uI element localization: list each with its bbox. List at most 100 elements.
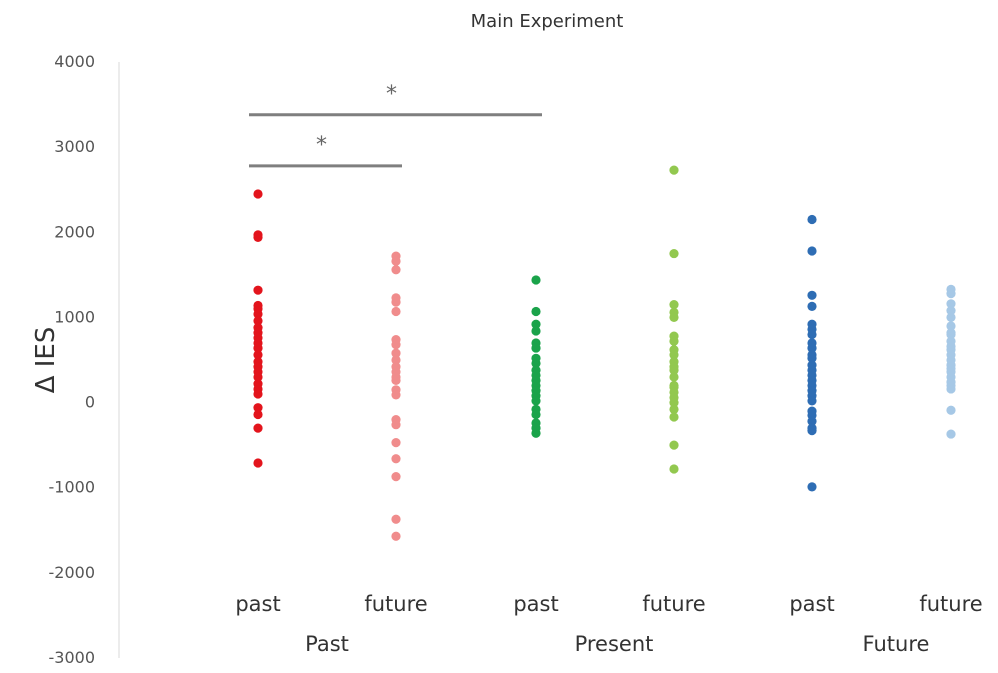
data-point [253, 350, 263, 360]
data-point [807, 246, 817, 256]
data-point [669, 372, 679, 382]
series-0 [253, 189, 263, 468]
data-point [946, 384, 956, 394]
data-point [253, 343, 263, 353]
data-point [669, 350, 679, 360]
data-point [253, 423, 263, 433]
data-point [669, 404, 679, 414]
data-point [669, 336, 679, 346]
data-points [253, 165, 956, 541]
data-point [531, 343, 541, 353]
category-label: future [642, 592, 705, 616]
data-point [946, 329, 956, 340]
series-5 [946, 284, 956, 439]
significance-star: * [316, 133, 327, 158]
data-point [807, 329, 817, 340]
data-point [253, 316, 263, 326]
data-point [807, 301, 817, 311]
data-point [531, 396, 541, 406]
data-point [531, 319, 541, 329]
data-point [391, 531, 401, 541]
data-point [807, 396, 817, 406]
data-point [391, 340, 401, 350]
data-point [669, 165, 679, 175]
data-point [253, 389, 263, 399]
data-point [253, 458, 263, 468]
y-tick-label: 2000 [54, 222, 95, 241]
data-point [391, 437, 401, 448]
data-point [946, 321, 956, 331]
y-tick-label: 0 [85, 393, 95, 412]
y-tick-label: 4000 [54, 52, 95, 71]
data-point [391, 355, 401, 365]
data-point [391, 256, 401, 266]
y-tick-label: -1000 [49, 478, 96, 497]
y-tick-label: -3000 [49, 648, 96, 667]
data-point [807, 290, 817, 300]
data-point [669, 365, 679, 375]
significance-annotations: ** [249, 82, 542, 168]
category-label: future [364, 592, 427, 616]
data-point [807, 426, 817, 436]
data-point [669, 464, 679, 474]
category-labels: past future past future past future [235, 592, 982, 616]
data-point [531, 409, 541, 420]
data-point [807, 214, 817, 225]
data-point [531, 326, 541, 336]
category-label: past [513, 592, 558, 616]
series-1 [391, 251, 401, 541]
data-point [531, 358, 541, 369]
data-point [391, 297, 401, 307]
data-point [391, 348, 401, 358]
data-point [391, 375, 401, 386]
data-point [946, 306, 956, 316]
group-labels: Past Present Future [305, 632, 929, 656]
y-tick-label: 3000 [54, 137, 95, 156]
data-point [253, 309, 263, 319]
y-tick-labels: 4000 3000 2000 1000 0 -1000 -2000 -3000 [49, 52, 96, 667]
data-point [669, 397, 679, 408]
data-point [946, 312, 956, 323]
group-label: Past [305, 632, 349, 656]
category-label: past [235, 592, 280, 616]
data-point [391, 420, 401, 430]
series-2 [531, 275, 541, 438]
data-point [253, 232, 263, 242]
data-point [391, 454, 401, 464]
group-label: Present [575, 632, 654, 656]
data-point [669, 248, 679, 259]
data-point [946, 429, 956, 439]
data-point [253, 409, 263, 420]
data-point [669, 300, 679, 310]
data-point [253, 285, 263, 295]
data-point [946, 288, 956, 299]
data-point [807, 482, 817, 492]
data-point [946, 299, 956, 309]
data-point [669, 440, 679, 450]
data-point [391, 265, 401, 275]
data-point [253, 403, 263, 413]
data-point [807, 416, 817, 426]
data-point [391, 390, 401, 400]
significance-star: * [386, 82, 397, 107]
data-point [669, 312, 679, 323]
data-point [807, 353, 817, 363]
chart-title: Main Experiment [471, 11, 624, 32]
y-tick-label: -2000 [49, 563, 96, 582]
data-point [669, 412, 679, 422]
data-point [391, 472, 401, 482]
category-label: past [789, 592, 834, 616]
group-label: Future [863, 632, 930, 656]
data-point [807, 343, 817, 353]
series-4 [807, 214, 817, 492]
data-point [253, 372, 263, 382]
data-point [531, 306, 541, 317]
data-point [531, 275, 541, 285]
data-point [946, 405, 956, 415]
data-point [391, 306, 401, 317]
data-point [391, 514, 401, 524]
y-tick-label: 1000 [54, 307, 95, 326]
data-point [253, 189, 263, 199]
y-axis-label: Δ IES [31, 327, 61, 394]
